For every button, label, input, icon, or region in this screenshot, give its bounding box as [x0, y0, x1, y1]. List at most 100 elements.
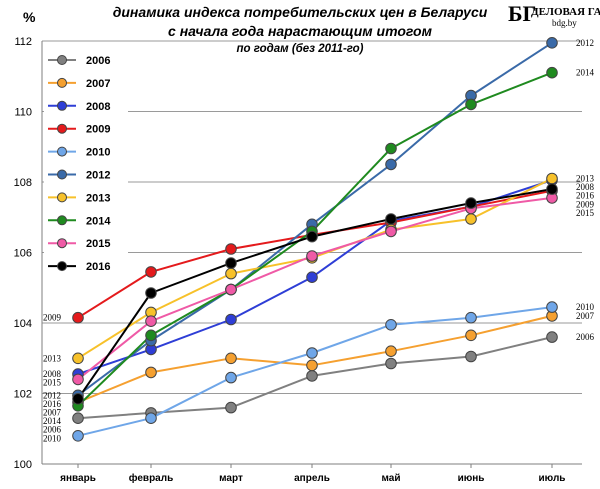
series-end-label: 2013 — [43, 353, 62, 363]
data-point-2015 — [145, 315, 157, 328]
data-point-2006 — [225, 401, 237, 414]
series-end-label: 2008 — [576, 182, 595, 192]
x-tick-label: июль — [539, 473, 566, 484]
data-point-2015 — [385, 225, 397, 238]
series-end-label: 2008 — [43, 369, 62, 379]
chart-title: динамика индекса потребительских цен в Б… — [113, 4, 488, 20]
data-point-2008 — [306, 271, 318, 284]
data-point-2016 — [546, 183, 558, 195]
series-end-label: 2009 — [576, 199, 595, 209]
data-point-2009 — [72, 311, 84, 324]
y-tick-label: 108 — [14, 177, 32, 189]
legend-label-2010: 2010 — [86, 147, 110, 159]
y-tick-label: 102 — [14, 389, 32, 401]
data-point-2013 — [225, 267, 237, 280]
data-point-2016 — [306, 230, 318, 243]
legend-swatch-marker — [57, 215, 67, 226]
data-point-2010 — [145, 412, 157, 425]
data-point-2016 — [145, 287, 157, 299]
series-end-label: 2015 — [576, 208, 595, 218]
series-end-label: 2016 — [43, 399, 62, 409]
series-end-label: 2007 — [43, 408, 62, 418]
legend-label-2013: 2013 — [86, 192, 110, 204]
data-point-2014 — [465, 98, 477, 111]
series-end-label: 2014 — [43, 416, 62, 426]
legend-swatch-marker — [57, 123, 67, 134]
y-tick-label: 100 — [14, 459, 32, 471]
legend-swatch-marker — [57, 100, 67, 111]
legend-swatch-marker — [57, 55, 67, 65]
axes: 100 102 104 106 108 110 112 январь февраль март ап… — [14, 36, 582, 484]
legend-label-2015: 2015 — [86, 238, 110, 250]
legend-swatch-marker — [57, 77, 67, 88]
series-end-label: 2006 — [576, 332, 595, 342]
legend-label-2006: 2006 — [86, 55, 110, 67]
data-point-2016 — [72, 393, 84, 405]
series-end-label: 2009 — [43, 313, 62, 323]
y-tick-label: 104 — [14, 318, 32, 330]
legend: 2006 2007 2008 2009 2010 2012 2013 2014 2015 2016 — [44, 47, 128, 282]
data-point-2007 — [225, 352, 237, 365]
x-tick-label: май — [382, 473, 401, 484]
x-tick-label: март — [219, 473, 243, 484]
data-point-2016 — [225, 257, 237, 269]
x-tick-label: февраль — [129, 472, 174, 484]
logo-mark: БГ — [508, 1, 537, 26]
series-end-label: 2010 — [576, 302, 595, 312]
series-end-label: 2014 — [576, 68, 595, 78]
logo-name: ДЕЛОВАЯ ГАЗЕТА — [531, 6, 600, 18]
data-point-2007 — [306, 359, 318, 372]
legend-label-2016: 2016 — [86, 261, 110, 273]
publisher-logo: БГ ДЕЛОВАЯ ГАЗЕТА bdg.by — [508, 1, 600, 28]
data-point-2013 — [465, 213, 477, 225]
data-point-2010 — [72, 430, 84, 442]
data-point-2006 — [306, 370, 318, 382]
data-point-2013 — [546, 172, 558, 185]
data-point-2010 — [225, 371, 237, 384]
legend-swatch-marker — [57, 238, 67, 249]
legend-label-2009: 2009 — [86, 124, 110, 136]
data-point-2013 — [72, 352, 84, 365]
data-point-2009 — [225, 243, 237, 255]
data-point-2012 — [385, 158, 397, 171]
x-tick-label: апрель — [294, 473, 330, 484]
data-point-2006 — [465, 350, 477, 363]
x-tick-label: январь — [60, 473, 96, 484]
data-point-2007 — [465, 329, 477, 342]
data-point-2015 — [72, 373, 84, 386]
data-point-2014 — [385, 142, 397, 155]
legend-swatch-marker — [57, 261, 67, 272]
series-markers — [72, 37, 558, 442]
legend-swatch-marker — [57, 169, 67, 180]
data-point-2009 — [145, 266, 157, 278]
chart-note: по годам (без 2011-го) — [237, 43, 364, 55]
data-point-2010 — [306, 347, 318, 359]
legend-label-2012: 2012 — [86, 170, 110, 182]
series-end-label: 2012 — [43, 390, 61, 400]
series-end-label: 2012 — [576, 38, 594, 48]
data-point-2014 — [145, 329, 157, 342]
data-point-2006 — [72, 412, 84, 425]
data-point-2012 — [546, 37, 558, 49]
legend-label-2007: 2007 — [86, 78, 110, 90]
series-end-label: 2016 — [576, 191, 595, 201]
data-point-2006 — [385, 357, 397, 370]
series-end-label: 2010 — [43, 433, 62, 443]
x-tick-label: июнь — [458, 473, 485, 484]
end-labels: 2009201320082015201220162007201420062010… — [43, 38, 595, 443]
series-end-label: 2015 — [43, 378, 62, 388]
data-point-2010 — [465, 311, 477, 324]
legend-swatch-marker — [57, 146, 67, 157]
series-end-label: 2013 — [576, 174, 595, 184]
y-tick-label: 110 — [14, 107, 32, 119]
y-tick-label: 112 — [14, 36, 32, 48]
data-point-2015 — [225, 283, 237, 296]
logo-url: bdg.by — [552, 18, 577, 28]
legend-swatch-marker — [57, 192, 67, 203]
series-end-label: 2006 — [43, 425, 62, 435]
data-point-2006 — [546, 331, 558, 343]
data-point-2016 — [385, 213, 397, 225]
data-point-2007 — [145, 366, 157, 379]
data-point-2015 — [306, 250, 318, 262]
